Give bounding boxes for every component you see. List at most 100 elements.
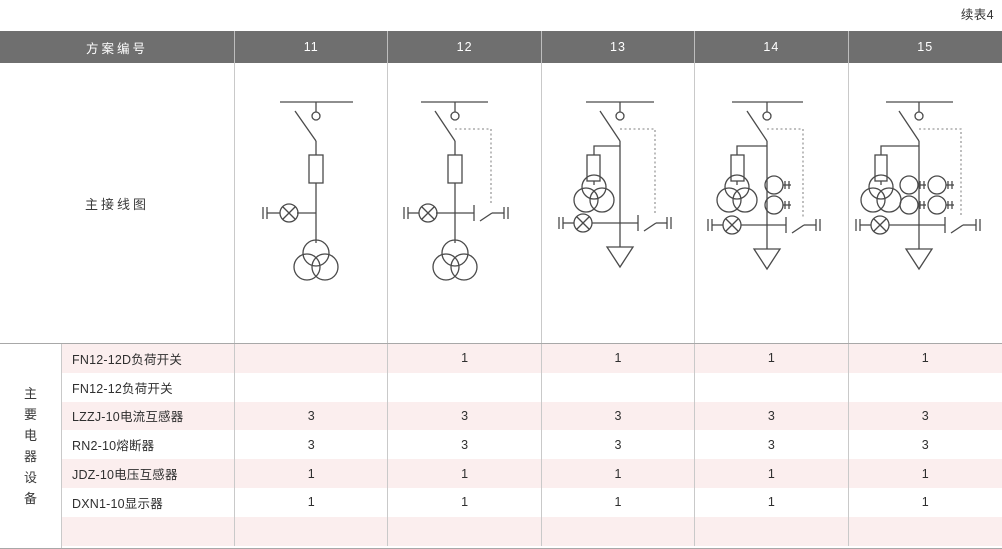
cell-11: [235, 372, 389, 402]
table-row: RN2-10熔断器 3 3 3 3 3: [62, 430, 1002, 460]
cell-15: [849, 373, 1002, 402]
cell-11: 1: [235, 487, 389, 517]
cell-14: 1: [695, 487, 849, 517]
current-transformer-3: [926, 175, 947, 195]
cell-11: 3: [235, 430, 389, 460]
transformer-winding-top: [302, 239, 330, 267]
header-col-15: 15: [917, 40, 934, 54]
single-line-diagram-11: [262, 101, 353, 281]
earthing-switch-blade: [791, 224, 805, 234]
earthing-switch-blade: [643, 222, 657, 232]
cell-15: [849, 517, 1002, 546]
transformer-winding-top: [867, 174, 894, 200]
cell-14: 1: [695, 459, 849, 488]
load-switch-blade: [599, 110, 621, 142]
table-row: LZZJ-10电流互感器 3 3 3 3 3: [62, 401, 1002, 431]
equipment-name: JDZ-10电压互感器: [62, 459, 235, 488]
cell-13: [542, 516, 696, 546]
interlock-dotted-link: [767, 128, 804, 217]
switch-contact-circle: [913, 111, 924, 121]
table-header-row: 方案编号 11 12 13 14 15: [0, 31, 1002, 63]
header-col-13: 13: [542, 31, 696, 63]
cell-12: [388, 516, 542, 546]
transformer-winding-left: [293, 253, 321, 281]
equipment-table: 主 要 电 器 设 备 FN12-12D负荷开关 1 1 1 1 FN12-12…: [0, 343, 1002, 549]
cell-13: 3: [542, 430, 696, 460]
cell-12: 3: [388, 401, 542, 431]
cell-11: 1: [235, 459, 389, 488]
single-line-diagram-13: [558, 101, 672, 269]
header-col-14: 14: [695, 31, 849, 63]
pt-branch-line: [593, 145, 620, 155]
load-switch-blade: [746, 110, 768, 142]
transformer-winding-right: [450, 253, 479, 281]
termination-cross-2: [873, 218, 887, 232]
diagram-cell-14: [695, 63, 849, 343]
equipment-name: FN12-12D负荷开关: [62, 344, 235, 373]
cell-13: 1: [542, 344, 696, 373]
main-wiring-diagram-label: 主接线图: [0, 63, 235, 343]
switch-contact-circle: [450, 111, 461, 121]
cable-outgoing-triangle: [752, 248, 782, 271]
fuse-symbol: [447, 154, 464, 184]
transformer-winding-top: [441, 239, 470, 267]
cell-11: [235, 516, 389, 546]
fuse-symbol: [873, 154, 888, 182]
interlock-dotted-link: [918, 128, 962, 217]
cell-13: [542, 372, 696, 402]
cell-11: [235, 344, 389, 373]
cell-12: 1: [388, 487, 542, 517]
cable-outgoing-triangle: [904, 248, 933, 271]
equipment-group-label: 主 要 电 器 设 备: [23, 386, 37, 506]
load-switch-blade: [898, 110, 920, 142]
interlock-dotted-link: [455, 128, 493, 205]
single-line-diagram-14: [707, 101, 821, 271]
transformer-winding-right: [311, 253, 339, 281]
current-transformer-1: [898, 175, 919, 195]
transformer-winding-left: [859, 187, 886, 213]
transformer-winding-left: [432, 253, 461, 281]
fuse-symbol: [730, 154, 745, 182]
equipment-name: FN12-12负荷开关: [62, 372, 235, 402]
termination-cross-2: [725, 218, 739, 232]
cell-15: 3: [921, 437, 929, 452]
header-scheme-label: 方案编号: [0, 31, 235, 63]
transformer-winding-top: [581, 174, 607, 200]
cell-12: 1: [388, 344, 542, 373]
header-col-12: 12: [388, 31, 542, 63]
transformer-winding-left: [716, 187, 742, 213]
cell-14: 1: [695, 344, 849, 373]
cell-15: 3: [921, 408, 929, 423]
table-row: JDZ-10电压互感器 1 1 1 1 1: [62, 459, 1002, 488]
transformer-winding-left: [573, 187, 599, 213]
header-col-11: 11: [235, 31, 389, 63]
load-switch-blade: [434, 110, 456, 142]
equipment-rows: FN12-12D负荷开关 1 1 1 1 FN12-12负荷开关 LZZJ-10…: [62, 344, 1002, 548]
fuse-symbol: [586, 154, 601, 182]
switch-contact-circle: [615, 111, 625, 121]
cell-13: 3: [542, 401, 696, 431]
termination-cross-2: [421, 206, 435, 220]
cell-12: 3: [388, 430, 542, 460]
diagram-cell-11: [235, 63, 389, 343]
cell-15: 1: [921, 495, 929, 510]
equipment-group-label-cell: 主 要 电 器 设 备: [0, 344, 62, 548]
equipment-name: [62, 516, 235, 546]
transformer-winding-right: [732, 187, 758, 213]
transformer-winding-top: [724, 174, 750, 200]
diagram-cell-15: [849, 63, 1002, 343]
pt-branch-line: [879, 145, 919, 155]
equipment-name: RN2-10熔断器: [62, 430, 235, 460]
earthing-switch-blade: [950, 224, 963, 234]
switch-contact-circle: [311, 111, 321, 121]
cell-13: 1: [542, 459, 696, 488]
transformer-winding-right: [875, 187, 902, 213]
equipment-name: DXN1-10显示器: [62, 487, 235, 517]
switch-contact-circle: [762, 111, 772, 121]
diagram-cell-12: [388, 63, 542, 343]
current-transformer-2: [764, 195, 784, 215]
table-row: [62, 516, 1002, 546]
cable-outgoing-triangle: [605, 246, 634, 269]
current-transformer-1: [764, 175, 784, 195]
